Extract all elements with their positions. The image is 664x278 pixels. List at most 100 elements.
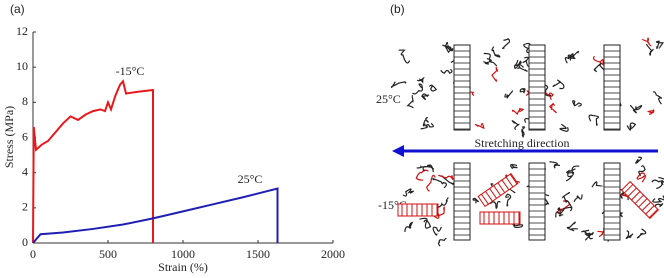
chain (557, 207, 564, 217)
chain (584, 232, 594, 241)
chain (433, 206, 445, 219)
chain (432, 226, 442, 236)
chain (416, 164, 434, 173)
chain (474, 123, 485, 130)
chain (511, 120, 520, 131)
strain-crystal-line (497, 182, 506, 193)
chain (420, 122, 434, 130)
chain (513, 59, 522, 69)
strain-crystal-line (627, 187, 637, 197)
chain (390, 81, 407, 89)
chain (548, 103, 557, 114)
chain (491, 46, 501, 58)
chain (421, 93, 430, 101)
crystal-block (603, 162, 621, 241)
chain (561, 191, 573, 209)
chain (555, 206, 573, 218)
chain (511, 107, 525, 116)
chain (504, 90, 514, 99)
strain-crystal-box (397, 203, 439, 217)
chain (517, 63, 528, 72)
strain-crystal (477, 172, 519, 208)
x-tick-label: 1500 (246, 247, 270, 261)
chain (505, 193, 512, 207)
chain (523, 42, 531, 54)
strain-crystal-line (501, 179, 510, 191)
crystal-block (453, 44, 471, 131)
schematic (390, 37, 664, 247)
strain-crystal-line (489, 188, 497, 199)
y-tick-label: 4 (22, 164, 28, 178)
crystal-block (453, 162, 471, 241)
strain-crystal-line (634, 194, 644, 204)
chain (581, 229, 593, 240)
chain (398, 49, 411, 64)
chain (655, 40, 664, 50)
strain-crystal (479, 211, 521, 225)
chain (428, 84, 438, 92)
chain (437, 237, 447, 247)
chain (483, 52, 498, 67)
strain-crystal-line (505, 176, 514, 188)
chain (510, 163, 518, 170)
chain (572, 100, 582, 107)
chain (636, 228, 647, 239)
y-tick-label: 6 (22, 129, 28, 143)
chain (641, 37, 652, 47)
chain (638, 165, 646, 177)
chain (652, 195, 664, 203)
chain (522, 56, 529, 67)
strain-crystal-line (509, 173, 518, 185)
x-tick-label: 0 (30, 247, 36, 261)
chain (645, 43, 654, 56)
chain (483, 57, 492, 65)
y-tick-label: 2 (22, 200, 28, 214)
chain (646, 108, 655, 115)
chain (434, 197, 449, 209)
chain (552, 79, 565, 90)
strain-crystal-line (638, 198, 648, 208)
strain-crystal (620, 180, 660, 220)
chain (502, 38, 511, 50)
strain-crystal-line (481, 193, 489, 205)
strain-crystal-box (477, 172, 519, 208)
chain (415, 169, 429, 181)
chain (625, 230, 634, 240)
strain-crystal-line (485, 191, 493, 202)
chain (626, 122, 637, 131)
chain (406, 95, 414, 109)
chain (549, 161, 561, 169)
chain (635, 156, 643, 164)
chain (402, 188, 414, 197)
chain (440, 68, 453, 74)
series-label: -15°C (116, 64, 145, 78)
panel-label: (a) (10, 2, 25, 16)
y-tick-label: 0 (22, 235, 28, 249)
x-tick-label: 2000 (321, 247, 345, 261)
chain (591, 181, 603, 188)
chain (588, 114, 600, 126)
chain (472, 197, 479, 204)
crystal-block (603, 44, 621, 131)
arrow-head (392, 145, 404, 157)
chain (425, 174, 436, 192)
strain-crystal-line (631, 191, 641, 201)
series-line (32, 187, 279, 244)
x-tick-label: 1000 (171, 247, 195, 261)
chain (636, 172, 647, 183)
chain (521, 126, 526, 138)
y-tick-label: 10 (16, 59, 28, 73)
chain (491, 67, 499, 82)
strain-crystal-line (624, 184, 634, 194)
strain-crystal-line (493, 185, 502, 196)
arrow-label: Stretching direction (475, 136, 570, 150)
y-tick-label: 12 (16, 24, 28, 38)
chain (422, 116, 430, 127)
x-axis-label: Strain (%) (158, 260, 208, 274)
chain (432, 178, 448, 189)
strain-crystal-box (479, 211, 521, 225)
chain (651, 179, 664, 186)
chain (412, 83, 424, 95)
chain (416, 77, 425, 84)
